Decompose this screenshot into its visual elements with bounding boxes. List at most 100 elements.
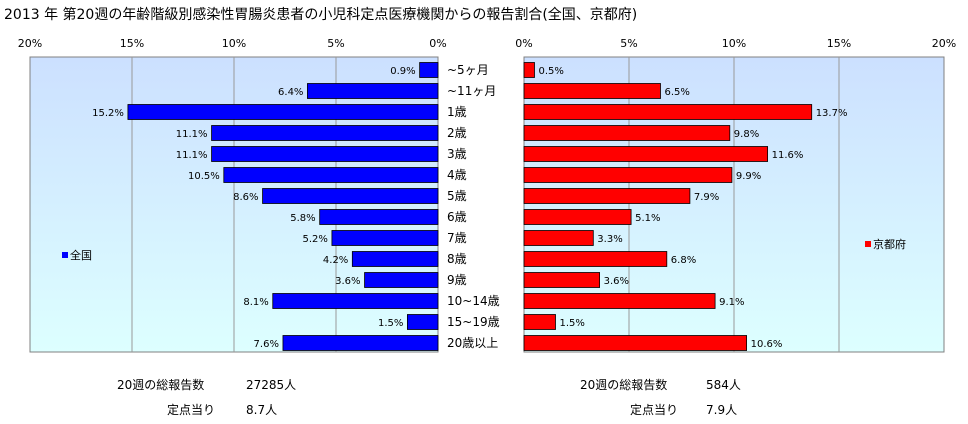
- kyoto-value-label: 6.5%: [665, 87, 690, 98]
- category-label: ~5ヶ月: [447, 63, 489, 77]
- kyoto-bar: [523, 167, 733, 183]
- national-bar: [127, 104, 439, 120]
- national-bar: [307, 83, 439, 99]
- kyoto-bar: [523, 293, 716, 309]
- left-tick-label: 10%: [222, 37, 246, 50]
- right-tick-label: 0%: [515, 37, 532, 50]
- national-value-label: 4.2%: [323, 255, 348, 266]
- kyoto-value-label: 0.5%: [539, 66, 564, 77]
- kyoto-bar: [523, 104, 813, 120]
- kyoto-bar: [523, 209, 632, 225]
- left-tick-label: 0%: [429, 37, 446, 50]
- kyoto-value-label: 13.7%: [816, 108, 848, 119]
- national-bar: [364, 272, 439, 288]
- left-tick-label: 15%: [120, 37, 144, 50]
- right-tick-label: 10%: [722, 37, 746, 50]
- national-value-label: 8.6%: [233, 192, 258, 203]
- kyoto-value-label: 3.6%: [604, 276, 629, 287]
- category-label: 5歳: [447, 189, 467, 203]
- kyoto-per-label: 定点当り: [630, 402, 678, 417]
- category-label: 2歳: [447, 126, 467, 140]
- national-per-value: 8.7人: [246, 403, 277, 417]
- footer-national: 20週の総報告数 27285人 定点当り 8.7人: [117, 377, 296, 417]
- chart-title: 2013 年 第20週の年齢階級別感染性胃腸炎患者の小児科定点医療機関からの報告…: [4, 6, 637, 23]
- category-label: 9歳: [447, 273, 467, 287]
- national-bar: [331, 230, 439, 246]
- kyoto-value-label: 7.9%: [694, 192, 719, 203]
- kyoto-value-label: 6.8%: [671, 255, 696, 266]
- national-bar: [223, 167, 439, 183]
- category-label: 4歳: [447, 168, 467, 182]
- kyoto-per-value: 7.9人: [706, 403, 737, 417]
- national-value-label: 8.1%: [243, 297, 268, 308]
- legend-kyoto: 京都府: [865, 237, 906, 251]
- legend-national-swatch: [62, 252, 68, 258]
- kyoto-value-label: 1.5%: [560, 318, 585, 329]
- kyoto-value-label: 3.3%: [597, 234, 622, 245]
- kyoto-value-label: 10.6%: [751, 339, 783, 350]
- right-tick-label: 15%: [827, 37, 851, 50]
- national-total-label: 20週の総報告数: [117, 377, 204, 392]
- kyoto-value-label: 9.1%: [719, 297, 744, 308]
- category-labels: ~5ヶ月 ~11ヶ月 1歳 2歳 3歳 4歳 5歳 6歳 7歳 8歳 9歳 10~14歳 15~19歳 2…: [447, 63, 500, 350]
- tick-labels: 20% 15% 10% 5% 0% 0% 5% 10% 15% 20%: [18, 37, 956, 50]
- category-label: 7歳: [447, 231, 467, 245]
- kyoto-bar: [523, 62, 535, 78]
- national-per-label: 定点当り: [167, 402, 215, 417]
- kyoto-bar: [523, 188, 691, 204]
- left-tick-label: 20%: [18, 37, 42, 50]
- national-value-label: 1.5%: [378, 318, 403, 329]
- national-total-value: 27285人: [246, 378, 296, 392]
- legend-national-label: 全国: [70, 248, 92, 262]
- left-tick-label: 5%: [327, 37, 344, 50]
- national-bar: [351, 251, 439, 267]
- legend-kyoto-swatch: [865, 241, 871, 247]
- kyoto-total-value: 584人: [706, 378, 741, 392]
- kyoto-bar: [523, 335, 748, 351]
- national-value-label: 5.2%: [303, 234, 328, 245]
- kyoto-bar: [523, 272, 600, 288]
- left-panel: 0.9% 6.4% 15.2% 11.1% 11.1% 10.5% 8.6% 5.8% 5.2%…: [29, 56, 439, 353]
- kyoto-bar: [523, 125, 731, 141]
- national-bar: [262, 188, 439, 204]
- category-label: ~11ヶ月: [447, 84, 496, 98]
- category-label: 1歳: [447, 105, 467, 119]
- kyoto-total-label: 20週の総報告数: [580, 377, 667, 392]
- national-value-label: 7.6%: [254, 339, 279, 350]
- national-value-label: 6.4%: [278, 87, 303, 98]
- kyoto-value-label: 5.1%: [635, 213, 660, 224]
- legend-kyoto-label: 京都府: [873, 237, 906, 251]
- national-bar: [211, 125, 439, 141]
- category-label: 10~14歳: [447, 294, 500, 308]
- national-bar: [272, 293, 439, 309]
- category-label: 20歳以上: [447, 336, 498, 350]
- national-bar: [419, 62, 439, 78]
- national-bar: [319, 209, 439, 225]
- right-tick-label: 20%: [932, 37, 956, 50]
- kyoto-bar: [523, 314, 556, 330]
- kyoto-bar: [523, 146, 769, 162]
- right-panel: 0.5% 6.5% 13.7% 9.8% 11.6% 9.9% 7.9% 5.1% 3.3% 6.…: [523, 56, 945, 353]
- national-bar: [211, 146, 439, 162]
- kyoto-bar: [523, 251, 668, 267]
- kyoto-bar: [523, 230, 594, 246]
- national-value-label: 0.9%: [390, 66, 415, 77]
- legend-national: 全国: [62, 248, 92, 262]
- kyoto-value-label: 11.6%: [772, 150, 804, 161]
- national-value-label: 11.1%: [176, 129, 208, 140]
- category-label: 15~19歳: [447, 315, 500, 329]
- kyoto-bar: [523, 83, 661, 99]
- national-value-label: 15.2%: [92, 108, 124, 119]
- national-bar: [406, 314, 439, 330]
- national-value-label: 11.1%: [176, 150, 208, 161]
- kyoto-value-label: 9.9%: [736, 171, 761, 182]
- national-value-label: 10.5%: [188, 171, 220, 182]
- kyoto-value-label: 9.8%: [734, 129, 759, 140]
- footer-kyoto: 20週の総報告数 584人 定点当り 7.9人: [580, 377, 741, 417]
- national-bar: [282, 335, 439, 351]
- national-value-label: 3.6%: [335, 276, 360, 287]
- category-label: 3歳: [447, 147, 467, 161]
- category-label: 8歳: [447, 252, 467, 266]
- national-value-label: 5.8%: [290, 213, 315, 224]
